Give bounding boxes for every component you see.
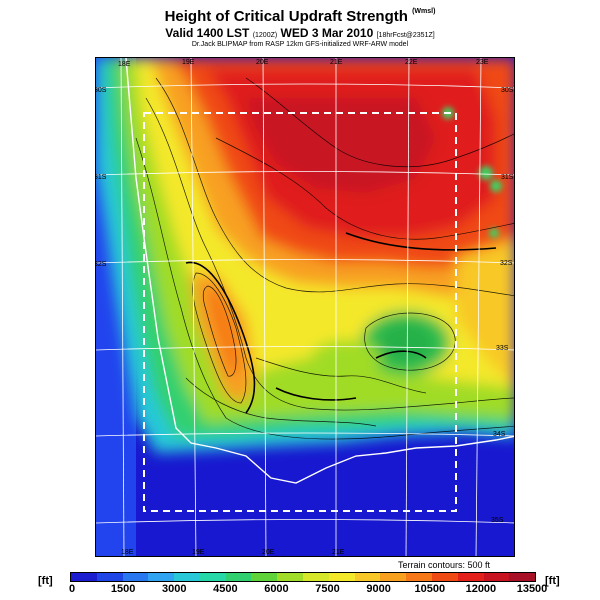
- lon-label: 18E: [121, 549, 134, 556]
- lat-label: 30S: [501, 87, 514, 94]
- colorbar-swatch: [509, 573, 536, 581]
- lat-label: 31S: [501, 174, 514, 181]
- colorbar-swatch: [251, 573, 278, 581]
- lon-label: 22E: [405, 59, 418, 66]
- colorbar-tick-label: 9000: [366, 583, 391, 595]
- lat-label: 33S: [496, 345, 509, 352]
- terrain-contours-bold: [185, 232, 497, 414]
- lon-label: 21E: [332, 549, 345, 556]
- model-credit: Dr.Jack BLIPMAP from RASP 12km GFS-initi…: [191, 41, 409, 48]
- forecast-map-svg: 18E 19E 20E 21E 22E 23E 18E 19E 20E 21E …: [96, 58, 514, 556]
- colorbar-unit-left: [ft]: [38, 575, 53, 587]
- lon-label: 19E: [192, 549, 205, 556]
- forecast-info: [18hrFcst@2351Z]: [376, 32, 435, 39]
- lat-labels-left: 30S 31S 32S 33S 34S 35S: [96, 87, 107, 268]
- colorbar-swatch: [277, 573, 304, 581]
- lat-label: 34S: [493, 431, 506, 438]
- lon-label: 20E: [256, 59, 269, 66]
- colorbar-tick-label: 12000: [465, 583, 497, 595]
- lat-labels-right: 30S 31S 32S 33S 34S 35S: [491, 87, 514, 524]
- colorbar-swatch: [406, 573, 432, 581]
- colorbar-tick-label: 6000: [264, 583, 289, 595]
- colorbar-tick-label: 0: [68, 583, 76, 595]
- lat-label: 31S: [96, 174, 107, 181]
- lon-label: 23E: [476, 59, 489, 66]
- colorbar-tick-label: 13500: [516, 583, 548, 595]
- colorbar-swatch: [303, 573, 329, 581]
- colorbar-swatch: [148, 573, 175, 581]
- colorbar-swatch: [457, 573, 484, 581]
- lon-labels-bottom: 18E 19E 20E 21E: [121, 549, 345, 556]
- lat-label: 30S: [96, 87, 107, 94]
- lon-label: 20E: [262, 549, 275, 556]
- valid-utc: (1200Z): [252, 32, 278, 39]
- lat-lon-grid: [96, 58, 514, 556]
- colorbar-swatch: [96, 573, 123, 581]
- inner-domain-box: [143, 112, 457, 512]
- colorbar-tick-label: 1500: [110, 583, 136, 595]
- colorbar: [70, 572, 536, 582]
- title-main: Height of Critical Updraft Strength: [164, 8, 408, 25]
- colorbar-tick-label: 4500: [213, 583, 238, 595]
- colorbar-swatch: [174, 573, 200, 581]
- colorbar-swatch: [431, 573, 458, 581]
- colorbar-swatch: [71, 573, 97, 581]
- lon-label: 18E: [118, 61, 131, 68]
- colorbar-ticks: 0 1500 3000 4500 6000 7500 9000 10500 12000 13500: [0, 583, 600, 597]
- chart-title: Height of Critical Updraft Strength (Wms…: [0, 8, 600, 25]
- colorbar-swatch: [328, 573, 355, 581]
- colorbar-tick-label: 10500: [414, 583, 446, 595]
- lat-label: 32S: [96, 261, 107, 268]
- colorbar-swatch: [225, 573, 252, 581]
- height-field: [96, 58, 514, 453]
- colorbar-swatch: [380, 573, 407, 581]
- colorbar-tick-label: 7500: [315, 583, 340, 595]
- lat-label: 32S: [500, 260, 513, 267]
- terrain-contours-note: Terrain contours: 500 ft: [398, 560, 491, 570]
- colorbar-swatch: [483, 573, 510, 581]
- lon-label: 21E: [330, 59, 343, 66]
- coastline: [125, 58, 514, 484]
- forecast-map: 18E 19E 20E 21E 22E 23E 18E 19E 20E 21E …: [95, 57, 515, 557]
- valid-time-line: Valid 1400 LST (1200Z) WED 3 Mar 2010 [1…: [0, 26, 600, 40]
- colorbar-tick-label: 3000: [161, 583, 187, 595]
- title-units: (Wmsl): [412, 8, 436, 15]
- lat-label: 35S: [491, 517, 504, 524]
- valid-date: WED 3 Mar 2010: [280, 26, 374, 40]
- valid-time: Valid 1400 LST: [165, 26, 250, 40]
- colorbar-swatch: [122, 573, 149, 581]
- lon-labels-top: 18E 19E 20E 21E 22E 23E: [118, 59, 489, 68]
- colorbar-swatch: [354, 573, 381, 581]
- colorbar-swatch: [199, 573, 226, 581]
- lon-label: 19E: [182, 59, 195, 66]
- colorbar-unit-right: [ft]: [545, 575, 560, 587]
